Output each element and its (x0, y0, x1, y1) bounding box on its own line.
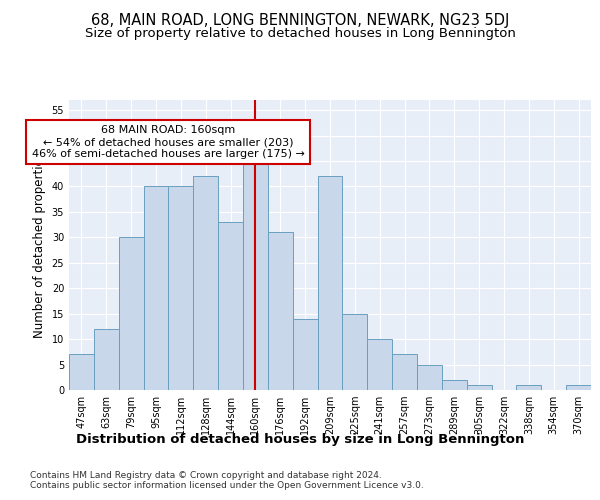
Text: 68, MAIN ROAD, LONG BENNINGTON, NEWARK, NG23 5DJ: 68, MAIN ROAD, LONG BENNINGTON, NEWARK, … (91, 12, 509, 28)
Text: 68 MAIN ROAD: 160sqm
← 54% of detached houses are smaller (203)
46% of semi-deta: 68 MAIN ROAD: 160sqm ← 54% of detached h… (32, 126, 305, 158)
Bar (143, 186, 169, 390)
Bar (343, 314, 367, 390)
Bar (517, 385, 541, 390)
Bar (243, 156, 268, 390)
Bar (218, 222, 243, 390)
Bar (467, 385, 491, 390)
Bar (119, 238, 143, 390)
Bar (442, 380, 467, 390)
Bar (268, 232, 293, 390)
Bar (392, 354, 417, 390)
Bar (94, 329, 119, 390)
Text: Contains HM Land Registry data © Crown copyright and database right 2024.
Contai: Contains HM Land Registry data © Crown c… (30, 470, 424, 490)
Bar (317, 176, 343, 390)
Y-axis label: Number of detached properties: Number of detached properties (33, 152, 46, 338)
Text: Distribution of detached houses by size in Long Bennington: Distribution of detached houses by size … (76, 432, 524, 446)
Bar (367, 339, 392, 390)
Bar (169, 186, 193, 390)
Bar (417, 364, 442, 390)
Bar (193, 176, 218, 390)
Text: Size of property relative to detached houses in Long Bennington: Size of property relative to detached ho… (85, 28, 515, 40)
Bar (293, 319, 317, 390)
Bar (69, 354, 94, 390)
Bar (566, 385, 591, 390)
